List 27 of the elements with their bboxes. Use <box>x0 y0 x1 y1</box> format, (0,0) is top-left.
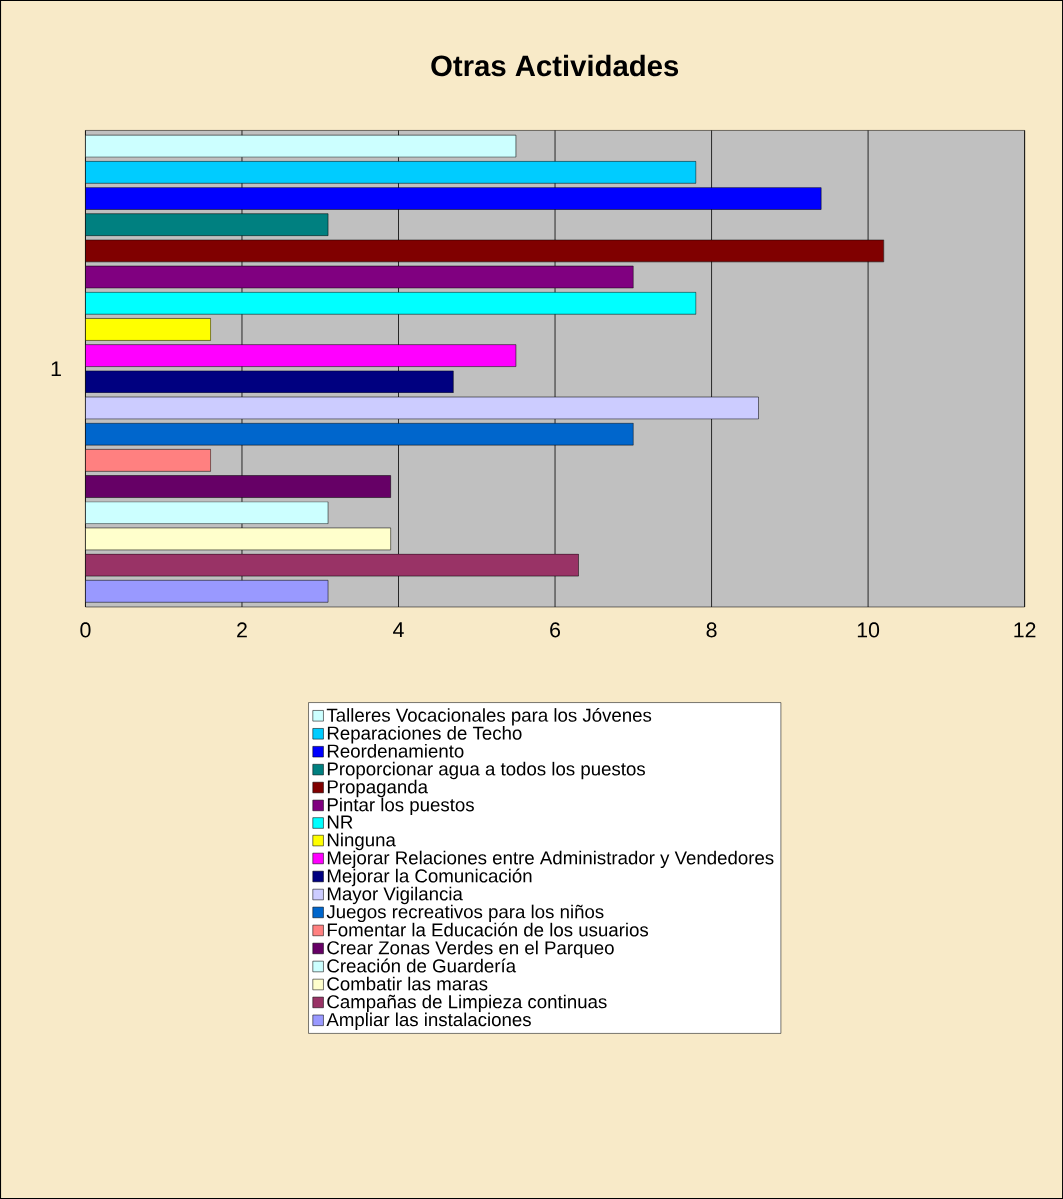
legend-label: Mejorar la Comunicación <box>327 868 532 887</box>
legend-label: Ampliar las instalaciones <box>326 1012 531 1030</box>
legend-label: Juegos recreativos para los niños <box>326 904 604 923</box>
legend-label: Fomentar la Educación de los usuarios <box>327 922 649 937</box>
legend-label: Pintar los puestos <box>327 797 474 816</box>
legend-label: Mayor Vigilancia <box>327 886 463 905</box>
legend-label: Creación de Guardería <box>327 958 517 973</box>
legend-label: Ninguna <box>327 832 396 851</box>
y-axis-title: 1 <box>51 361 61 377</box>
x-tick-label: 2 <box>237 622 247 638</box>
legend-label: NR <box>327 815 353 829</box>
x-tick-label: 4 <box>393 622 404 638</box>
legend-label: Combatir las maras <box>327 976 488 991</box>
x-tick-label: 8 <box>706 622 717 638</box>
legend-label: Mejorar Relaciones entre Administrador y Vendedores <box>327 850 774 869</box>
legend-label: Talleres Vocacionales para los Jóvenes <box>326 707 652 726</box>
legend-label: Crear Zonas Verdes en el Parqueo <box>327 940 614 959</box>
legend-label: Campañas de Limpieza continuas <box>327 994 607 1013</box>
legend-label: Reordenamiento <box>327 743 464 758</box>
x-tick-label: 12 <box>1014 622 1036 638</box>
x-tick-label: 6 <box>550 622 560 638</box>
legend-label: Proporcionar agua a todos los puestos <box>327 761 645 780</box>
x-tick-label: 0 <box>80 622 91 638</box>
chart-title: Otras Actividades <box>431 54 679 77</box>
legend-label: Reparaciones de Techo <box>327 726 522 744</box>
x-tick-label: 10 <box>857 622 880 638</box>
legend-label: Propaganda <box>327 779 428 798</box>
